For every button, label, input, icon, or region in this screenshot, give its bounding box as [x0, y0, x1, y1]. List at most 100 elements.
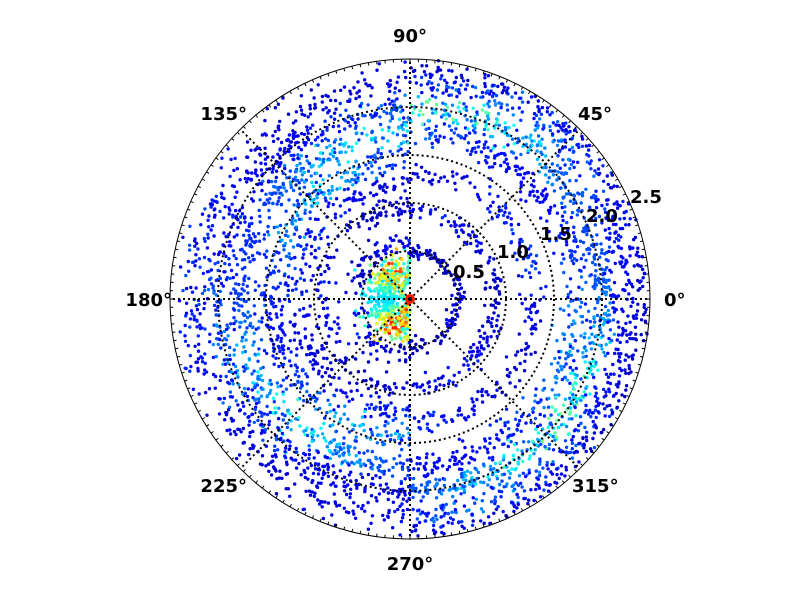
scatter-point [415, 517, 419, 521]
frame-tick [498, 518, 501, 522]
scatter-point [237, 383, 241, 387]
scatter-point [470, 523, 475, 527]
scatter-point [390, 304, 394, 308]
scatter-point [426, 381, 430, 385]
scatter-point [469, 95, 473, 100]
scatter-point [271, 269, 276, 273]
scatter-point [389, 347, 393, 351]
scatter-point [597, 343, 602, 347]
scatter-point [542, 378, 546, 382]
scatter-point [260, 414, 264, 418]
scatter-point [601, 427, 606, 432]
scatter-point [286, 346, 291, 351]
scatter-point [286, 147, 291, 152]
scatter-point [505, 482, 509, 486]
scatter-point [239, 320, 243, 325]
scatter-point [457, 437, 461, 441]
scatter-point [564, 240, 569, 244]
scatter-point [337, 300, 341, 304]
scatter-point [369, 427, 373, 432]
scatter-point [491, 278, 496, 282]
scatter-point [313, 352, 317, 356]
scatter-point [260, 316, 264, 320]
scatter-point [603, 367, 607, 372]
scatter-point [212, 303, 217, 308]
scatter-point [393, 91, 397, 95]
scatter-point [564, 424, 569, 429]
scatter-point [302, 132, 307, 137]
scatter-point [564, 128, 568, 133]
scatter-point [345, 228, 350, 233]
scatter-point [276, 102, 281, 107]
scatter-point [275, 392, 279, 396]
scatter-point [465, 174, 469, 178]
scatter-point [379, 104, 384, 108]
scatter-point [203, 285, 207, 289]
scatter-point [621, 331, 625, 336]
scatter-point [248, 430, 252, 435]
scatter-point [642, 305, 646, 310]
frame-tick [206, 424, 210, 427]
scatter-point [635, 250, 640, 254]
scatter-point [307, 313, 311, 317]
scatter-point [620, 393, 624, 397]
scatter-point [442, 418, 446, 422]
scatter-point [600, 203, 604, 208]
frame-tick [179, 363, 183, 366]
scatter-point [395, 429, 400, 433]
scatter-point [522, 496, 526, 501]
scatter-point [389, 401, 393, 405]
scatter-point [417, 113, 421, 117]
scatter-point [364, 163, 368, 167]
scatter-point [325, 445, 329, 449]
scatter-point [458, 224, 462, 228]
scatter-point [546, 489, 551, 493]
scatter-point [403, 152, 408, 156]
scatter-point [337, 326, 341, 330]
scatter-point [386, 139, 390, 143]
scatter-point [476, 389, 480, 394]
scatter-point [487, 99, 491, 104]
scatter-point [346, 417, 350, 421]
scatter-point [527, 247, 531, 251]
frame-tick [197, 185, 201, 189]
scatter-point [399, 438, 404, 442]
scatter-point [203, 327, 207, 331]
scatter-point [218, 276, 223, 281]
scatter-point [356, 504, 360, 508]
scatter-point [353, 170, 357, 175]
scatter-point [451, 303, 455, 307]
scatter-point [520, 100, 525, 104]
scatter-point [344, 150, 348, 154]
scatter-point [593, 263, 597, 267]
scatter-point [605, 202, 609, 207]
scatter-point [319, 133, 324, 137]
scatter-point [332, 375, 336, 380]
scatter-point [348, 89, 352, 93]
scatter-point [316, 143, 320, 147]
scatter-point [284, 189, 288, 193]
frame-tick [548, 104, 552, 108]
scatter-point [511, 151, 516, 155]
scatter-point [267, 419, 272, 424]
scatter-point [621, 326, 625, 331]
scatter-point [394, 200, 399, 204]
frame-tick [474, 68, 477, 72]
scatter-point [451, 117, 455, 121]
scatter-point [325, 145, 329, 150]
scatter-point [286, 408, 290, 412]
scatter-point [338, 358, 342, 362]
scatter-point [251, 381, 255, 385]
scatter-point [387, 414, 391, 419]
scatter-point [324, 93, 328, 98]
scatter-point [272, 466, 276, 471]
scatter-point [536, 99, 540, 103]
scatter-point [639, 332, 643, 337]
scatter-point [456, 105, 460, 109]
scatter-point [277, 346, 281, 350]
scatter-point [319, 236, 323, 241]
scatter-point [234, 282, 238, 286]
scatter-point [403, 123, 408, 127]
scatter-point [431, 413, 435, 418]
scatter-point [279, 313, 284, 317]
